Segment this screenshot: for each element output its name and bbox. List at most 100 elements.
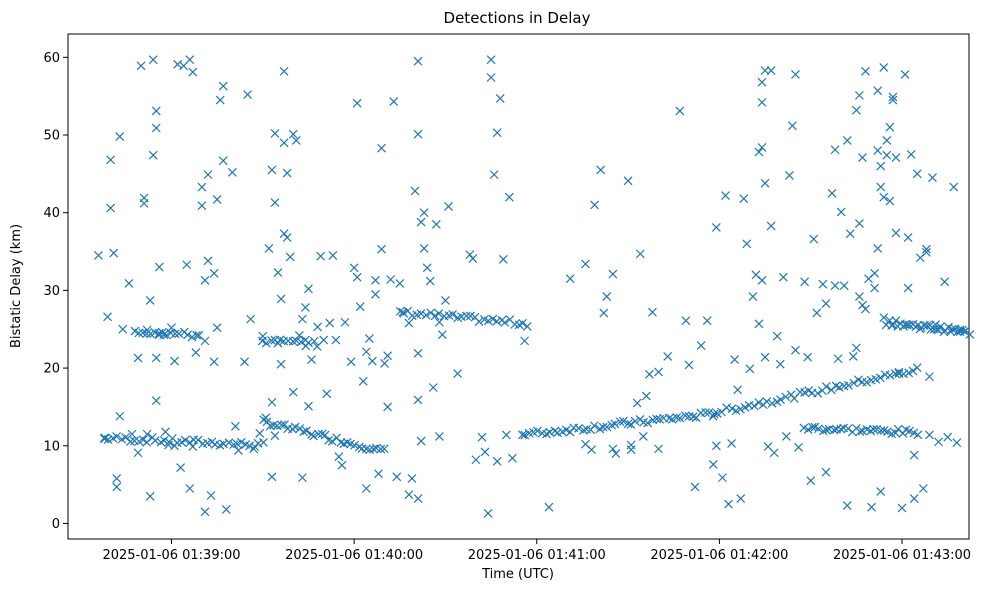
data-point bbox=[279, 138, 289, 148]
data-point bbox=[778, 272, 788, 282]
data-point bbox=[757, 77, 767, 87]
data-point bbox=[383, 402, 393, 412]
data-point bbox=[708, 459, 718, 469]
data-point bbox=[492, 456, 502, 466]
data-point bbox=[182, 260, 192, 270]
data-point bbox=[209, 268, 219, 278]
data-point bbox=[608, 444, 618, 454]
data-point bbox=[327, 436, 337, 446]
data-point bbox=[441, 296, 450, 305]
data-point bbox=[803, 425, 813, 434]
data-point bbox=[170, 356, 179, 366]
data-point bbox=[486, 55, 496, 65]
data-point bbox=[453, 369, 463, 378]
y-tick-label: 10 bbox=[43, 439, 60, 454]
data-point bbox=[434, 309, 444, 319]
data-point bbox=[486, 73, 496, 82]
data-point bbox=[663, 351, 673, 361]
data-point bbox=[836, 207, 846, 217]
data-point bbox=[483, 508, 493, 518]
data-point bbox=[842, 136, 852, 145]
data-point bbox=[711, 223, 721, 232]
data-point bbox=[626, 445, 636, 455]
data-point bbox=[903, 283, 913, 293]
data-point bbox=[331, 335, 341, 345]
data-point bbox=[623, 176, 633, 186]
data-point bbox=[94, 250, 103, 260]
data-point bbox=[894, 367, 904, 377]
data-point bbox=[702, 316, 712, 326]
data-point bbox=[918, 484, 928, 493]
data-point bbox=[185, 55, 195, 65]
data-point bbox=[364, 334, 374, 343]
data-point bbox=[276, 359, 286, 369]
data-point bbox=[851, 105, 861, 115]
data-point bbox=[337, 460, 347, 470]
data-point bbox=[488, 314, 498, 324]
data-point bbox=[858, 153, 867, 162]
data-point bbox=[309, 336, 319, 346]
data-point bbox=[304, 338, 313, 348]
data-point bbox=[545, 427, 555, 437]
data-point bbox=[740, 402, 750, 412]
data-point bbox=[316, 251, 326, 261]
data-point bbox=[448, 309, 458, 319]
data-point bbox=[517, 430, 527, 440]
data-point bbox=[380, 358, 389, 368]
data-point bbox=[836, 424, 846, 434]
data-point bbox=[842, 501, 852, 511]
data-point bbox=[127, 429, 137, 439]
data-point bbox=[861, 304, 870, 314]
data-point bbox=[434, 432, 444, 441]
data-point bbox=[151, 123, 161, 133]
data-point bbox=[565, 274, 575, 284]
data-point bbox=[489, 170, 499, 180]
data-point bbox=[599, 308, 609, 318]
data-point bbox=[288, 129, 298, 139]
data-point bbox=[218, 81, 228, 91]
data-point bbox=[876, 487, 886, 497]
data-point bbox=[862, 377, 872, 387]
data-point bbox=[730, 355, 740, 364]
data-point bbox=[265, 421, 275, 431]
data-point bbox=[288, 387, 298, 397]
data-point bbox=[533, 426, 542, 436]
data-point bbox=[912, 363, 922, 373]
data-point bbox=[675, 413, 685, 423]
data-point bbox=[151, 353, 161, 363]
data-point bbox=[589, 421, 599, 431]
data-point bbox=[891, 428, 900, 438]
data-point bbox=[325, 318, 335, 328]
data-point bbox=[520, 336, 530, 346]
data-point bbox=[626, 440, 636, 450]
data-point bbox=[883, 427, 892, 437]
data-point bbox=[912, 169, 922, 179]
data-point bbox=[882, 150, 892, 160]
data-point bbox=[664, 413, 674, 423]
data-point bbox=[273, 268, 283, 277]
data-point bbox=[358, 376, 368, 386]
data-point bbox=[261, 338, 271, 348]
data-point bbox=[739, 194, 749, 204]
data-point bbox=[340, 317, 350, 327]
data-point bbox=[934, 437, 943, 447]
data-point bbox=[227, 167, 237, 177]
data-point bbox=[404, 490, 414, 500]
data-point bbox=[943, 432, 953, 442]
data-point bbox=[501, 430, 511, 440]
data-point bbox=[193, 435, 203, 445]
data-point bbox=[371, 289, 380, 299]
data-point bbox=[377, 244, 386, 254]
data-point bbox=[174, 329, 184, 339]
data-point bbox=[610, 419, 620, 429]
data-point bbox=[431, 219, 441, 229]
data-point bbox=[675, 106, 685, 116]
data-point bbox=[369, 444, 378, 454]
data-point bbox=[224, 438, 234, 448]
data-point bbox=[383, 351, 393, 361]
x-tick-label: 2025-01-06 01:41:00 bbox=[468, 548, 606, 563]
data-point bbox=[849, 378, 859, 388]
data-point bbox=[468, 254, 478, 263]
data-point bbox=[371, 275, 380, 285]
plot-area bbox=[67, 33, 970, 540]
